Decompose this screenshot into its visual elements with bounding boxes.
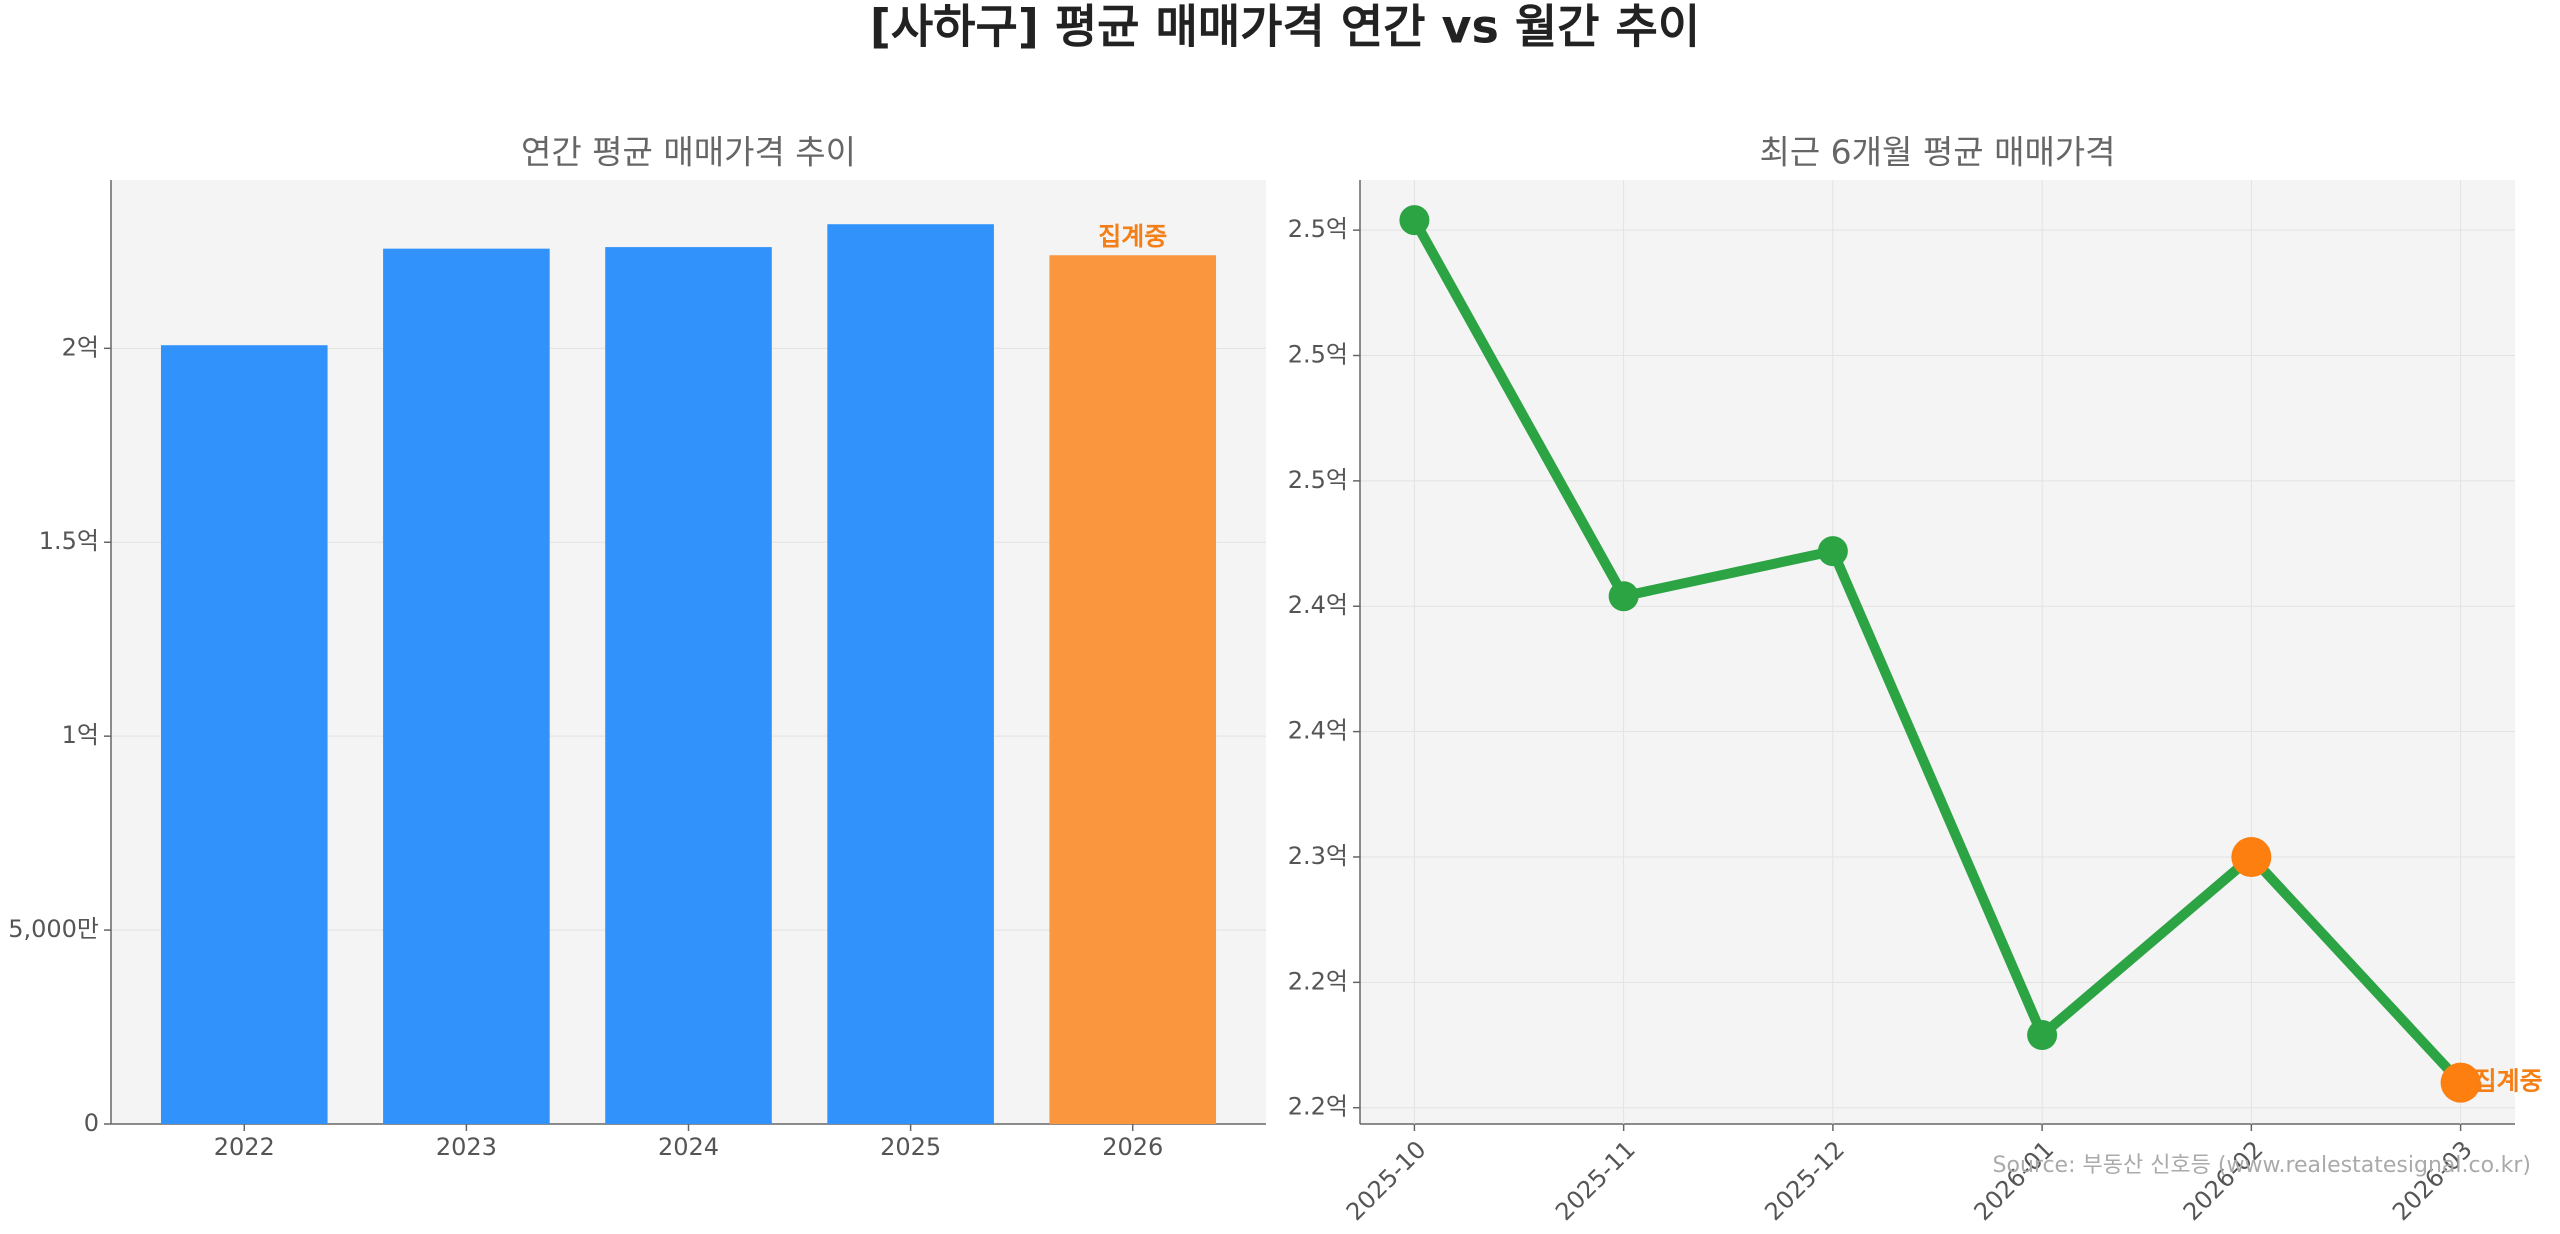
line [1410, 217, 2465, 1087]
annotation: 집계중 [1098, 222, 1167, 251]
point [2440, 1062, 2481, 1103]
x-tick-label: 2026-03 [2387, 1135, 2478, 1226]
y-tick-label: 1.5억 [39, 527, 99, 555]
y-tick-label: 2.2억 [1288, 1093, 1348, 1121]
chart-title: 최근 6개월 평균 매매가격 [1759, 133, 2115, 172]
bar [383, 248, 550, 1125]
x-tick-label: 2025-11 [1550, 1135, 1641, 1226]
y-tick-label: 2.4억 [1288, 717, 1348, 745]
y-tick-label: 2.5억 [1288, 466, 1348, 494]
y-tick-label: 2.5억 [1288, 341, 1348, 369]
y-tick-label: 5,000만 [8, 915, 99, 943]
y-tick-label: 2억 [62, 333, 99, 361]
bar [160, 345, 328, 1125]
plot-area [1360, 180, 2515, 1124]
y-tick-label: 1억 [62, 721, 99, 749]
bar [827, 224, 994, 1125]
point [1608, 581, 1639, 612]
point [1817, 536, 1848, 567]
x-tick-label: 2026-01 [1969, 1135, 2060, 1226]
x-tick-label: 2026-02 [2178, 1135, 2269, 1226]
y-tick-label: 2.5억 [1288, 215, 1348, 243]
bar [1049, 255, 1217, 1125]
y-tick-label: 0 [84, 1109, 99, 1137]
source: Source: 부동산 신호등 (www.realestatesignal.co… [1993, 1153, 2531, 1178]
annotation: 집계중 [2474, 1067, 2543, 1096]
figure-title: [사하구] 평균 매매가격 연간 vs 월간 추이 [870, 0, 1700, 54]
x-tick-label: 2023 [436, 1133, 497, 1161]
y-tick-label: 2.4억 [1288, 591, 1348, 619]
x-tick-label: 2025-12 [1759, 1135, 1850, 1226]
x-tick-label: 2024 [658, 1133, 719, 1161]
x-tick-label: 2025-10 [1341, 1135, 1432, 1226]
point [1399, 205, 1430, 236]
bar [605, 247, 772, 1124]
x-tick-label: 2025 [880, 1133, 941, 1161]
chart-title: 연간 평균 매매가격 추이 [521, 133, 856, 172]
y-tick-label: 2.3억 [1288, 842, 1348, 870]
x-tick-label: 2022 [214, 1133, 275, 1161]
x-tick-label: 2026 [1102, 1133, 1163, 1161]
point [2231, 836, 2272, 877]
y-tick-label: 2.2억 [1288, 967, 1348, 995]
point [2027, 1019, 2058, 1050]
